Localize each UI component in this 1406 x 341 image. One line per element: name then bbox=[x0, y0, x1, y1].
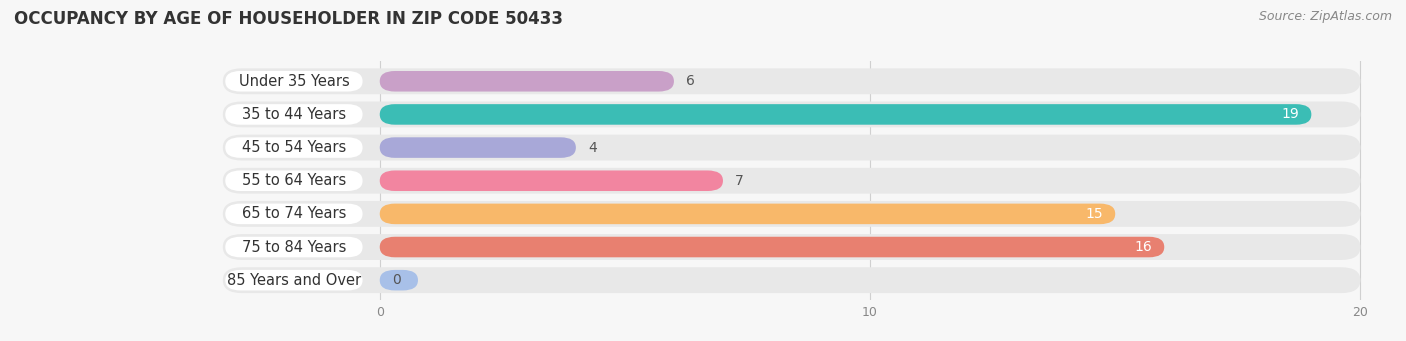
FancyBboxPatch shape bbox=[225, 170, 363, 191]
FancyBboxPatch shape bbox=[225, 270, 363, 291]
FancyBboxPatch shape bbox=[222, 68, 1361, 94]
Text: 35 to 44 Years: 35 to 44 Years bbox=[242, 107, 346, 122]
Text: 7: 7 bbox=[735, 174, 744, 188]
FancyBboxPatch shape bbox=[380, 170, 723, 191]
Text: 19: 19 bbox=[1281, 107, 1299, 121]
Text: 4: 4 bbox=[588, 140, 598, 154]
Text: 75 to 84 Years: 75 to 84 Years bbox=[242, 239, 346, 254]
FancyBboxPatch shape bbox=[380, 270, 418, 291]
FancyBboxPatch shape bbox=[380, 237, 1164, 257]
Text: Source: ZipAtlas.com: Source: ZipAtlas.com bbox=[1258, 10, 1392, 23]
Text: 65 to 74 Years: 65 to 74 Years bbox=[242, 206, 346, 221]
Text: OCCUPANCY BY AGE OF HOUSEHOLDER IN ZIP CODE 50433: OCCUPANCY BY AGE OF HOUSEHOLDER IN ZIP C… bbox=[14, 10, 562, 28]
Text: 55 to 64 Years: 55 to 64 Years bbox=[242, 173, 346, 188]
FancyBboxPatch shape bbox=[222, 168, 1361, 194]
FancyBboxPatch shape bbox=[380, 71, 673, 91]
FancyBboxPatch shape bbox=[225, 71, 363, 91]
Text: 85 Years and Over: 85 Years and Over bbox=[226, 273, 361, 288]
Text: 45 to 54 Years: 45 to 54 Years bbox=[242, 140, 346, 155]
FancyBboxPatch shape bbox=[222, 267, 1361, 293]
Text: 16: 16 bbox=[1135, 240, 1152, 254]
FancyBboxPatch shape bbox=[222, 201, 1361, 227]
FancyBboxPatch shape bbox=[222, 234, 1361, 260]
FancyBboxPatch shape bbox=[380, 137, 576, 158]
FancyBboxPatch shape bbox=[380, 204, 1115, 224]
FancyBboxPatch shape bbox=[225, 137, 363, 158]
Text: 6: 6 bbox=[686, 74, 695, 88]
FancyBboxPatch shape bbox=[222, 102, 1361, 127]
FancyBboxPatch shape bbox=[225, 237, 363, 257]
FancyBboxPatch shape bbox=[225, 204, 363, 224]
FancyBboxPatch shape bbox=[225, 104, 363, 125]
Text: Under 35 Years: Under 35 Years bbox=[239, 74, 349, 89]
FancyBboxPatch shape bbox=[222, 135, 1361, 161]
Text: 0: 0 bbox=[392, 273, 401, 287]
FancyBboxPatch shape bbox=[380, 104, 1312, 125]
Text: 15: 15 bbox=[1085, 207, 1102, 221]
